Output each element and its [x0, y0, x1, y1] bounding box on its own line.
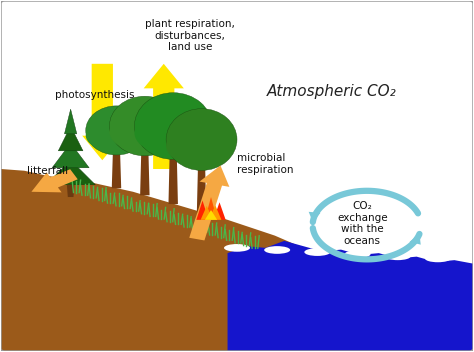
Polygon shape [205, 210, 217, 220]
Polygon shape [410, 234, 421, 245]
Ellipse shape [345, 250, 371, 258]
Polygon shape [213, 202, 226, 220]
Ellipse shape [304, 248, 330, 256]
Ellipse shape [166, 109, 237, 170]
Ellipse shape [264, 246, 290, 254]
Text: plant respiration,
disturbances,
land use: plant respiration, disturbances, land us… [145, 19, 235, 52]
Text: microbial
respiration: microbial respiration [237, 153, 293, 175]
Polygon shape [82, 64, 122, 160]
Ellipse shape [425, 254, 451, 262]
Ellipse shape [135, 93, 212, 159]
Text: CO₂
exchange
with the
oceans: CO₂ exchange with the oceans [337, 201, 388, 246]
Polygon shape [309, 212, 320, 222]
Polygon shape [228, 241, 474, 351]
Ellipse shape [385, 252, 410, 260]
Polygon shape [46, 160, 95, 185]
Text: litterfall: litterfall [27, 166, 68, 176]
Ellipse shape [109, 96, 180, 156]
Polygon shape [0, 169, 303, 351]
Polygon shape [144, 64, 184, 169]
Polygon shape [58, 126, 83, 151]
Polygon shape [209, 205, 221, 220]
Polygon shape [140, 141, 150, 195]
Text: Atmospheric CO₂: Atmospheric CO₂ [267, 84, 396, 99]
Ellipse shape [109, 115, 155, 149]
Ellipse shape [166, 129, 212, 163]
Polygon shape [64, 109, 77, 134]
Text: photosynthesis: photosynthesis [55, 90, 135, 100]
Polygon shape [205, 197, 217, 220]
Ellipse shape [135, 114, 185, 151]
Ellipse shape [224, 244, 250, 252]
Ellipse shape [86, 106, 147, 155]
Polygon shape [197, 155, 206, 213]
Ellipse shape [86, 122, 126, 149]
Polygon shape [67, 185, 74, 197]
Polygon shape [168, 143, 178, 204]
Polygon shape [52, 143, 89, 168]
Polygon shape [112, 143, 121, 188]
Polygon shape [201, 206, 213, 220]
Polygon shape [196, 201, 209, 220]
Polygon shape [31, 169, 78, 193]
Polygon shape [189, 165, 229, 240]
